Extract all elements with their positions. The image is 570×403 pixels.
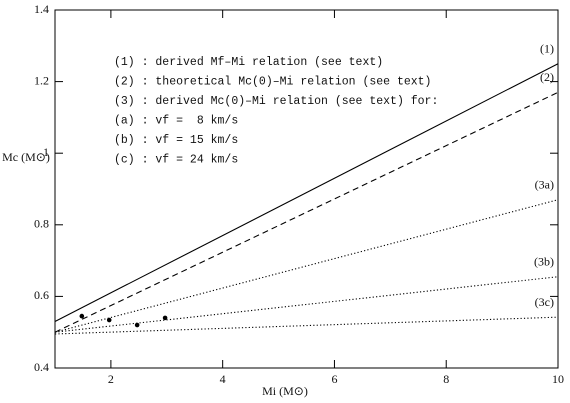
data-point [134,322,140,328]
series-line [54,91,559,333]
x-tick-label: 4 [220,372,226,386]
series-line [54,199,559,333]
series-line [54,63,559,322]
y-axis-label: Mc (M⊙) [2,150,50,164]
x-tick-label: 2 [108,372,114,386]
annotation: (3) : derived Mc(0)–Mi relation (see tex… [114,95,438,108]
series-label: (3a) [535,177,554,191]
series-label: (3c) [535,295,554,309]
annotation: (c) : vf = 24 km/s [114,154,238,167]
series-label: (1) [540,41,554,55]
series-line [54,316,559,335]
y-tick-label: 0.6 [34,288,49,302]
series-label: (2) [540,70,554,84]
y-tick-label: 1.4 [34,2,49,16]
annotation: (1) : derived Mf–Mi relation (see text) [114,56,383,69]
x-axis-label: Mi (M⊙) [262,384,308,398]
y-tick-label: 1 [43,145,49,159]
series-label: (3b) [534,254,554,268]
annotation: (2) : theoretical Mc(0)–Mi relation (see… [114,76,431,89]
series-line [54,276,559,333]
data-point [162,315,168,321]
y-tick-label: 0.8 [34,217,49,231]
x-tick-label: 8 [443,372,449,386]
plot-frame [54,9,559,369]
x-tick-label: 10 [552,372,564,386]
y-tick-label: 0.4 [34,360,49,374]
x-tick-label: 6 [331,372,337,386]
y-tick-label: 1.2 [34,73,49,87]
data-point [106,317,112,323]
annotation: (a) : vf = 8 km/s [114,115,238,128]
annotation: (b) : vf = 15 km/s [114,134,238,147]
data-point [79,313,85,319]
